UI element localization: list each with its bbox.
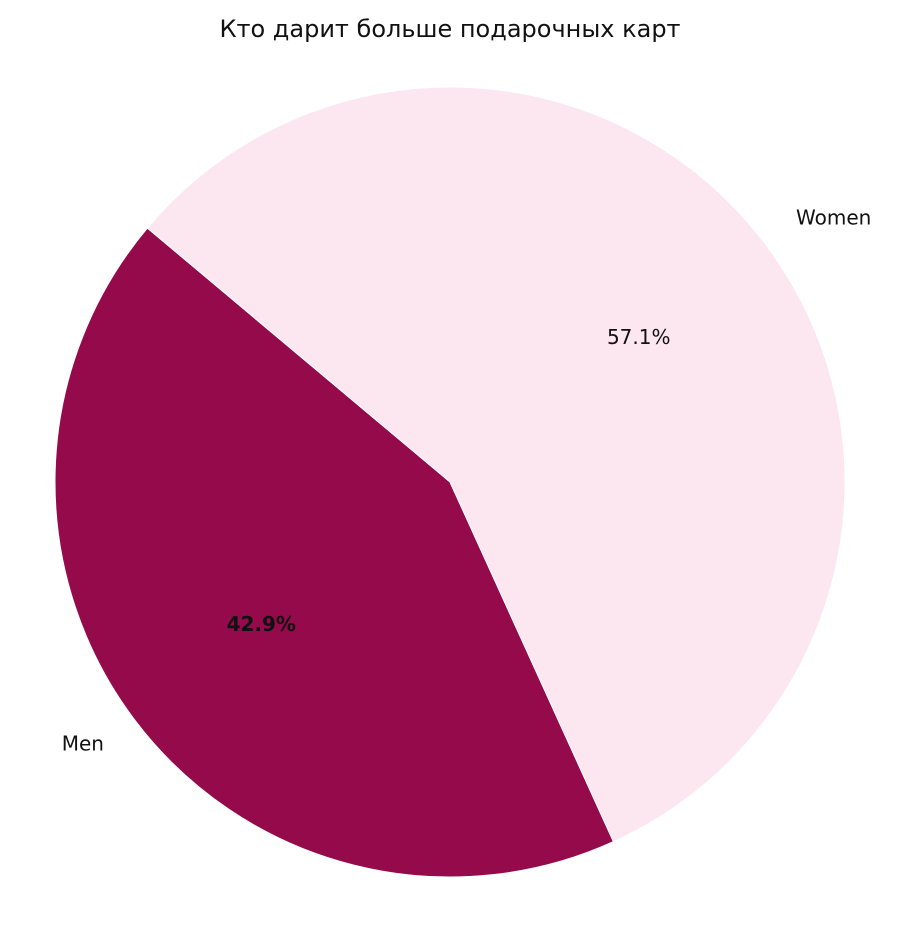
value-label: 57.1%: [607, 325, 671, 349]
chart-title: Кто дарит больше подарочных карт: [219, 15, 680, 43]
pie-slice: [54, 227, 615, 878]
slice-label: Women: [796, 206, 871, 230]
slice-label: Men: [62, 731, 104, 755]
value-label: 42.9%: [227, 612, 296, 636]
pie-slice: [146, 86, 846, 843]
